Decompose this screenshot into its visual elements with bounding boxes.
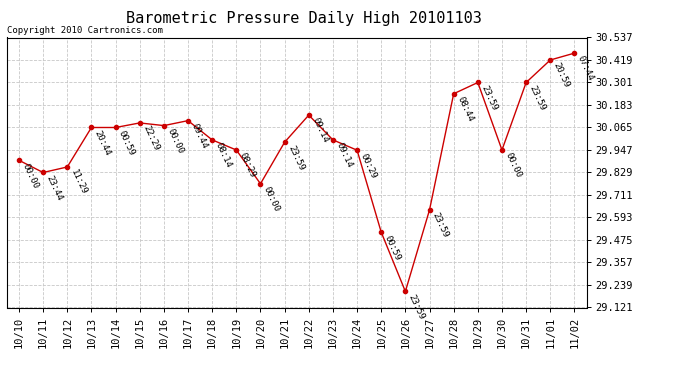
Text: Barometric Pressure Daily High 20101103: Barometric Pressure Daily High 20101103 (126, 11, 482, 26)
Text: 23:59: 23:59 (528, 84, 547, 112)
Text: 23:59: 23:59 (480, 84, 499, 112)
Text: 09:14: 09:14 (310, 117, 330, 145)
Text: 00:00: 00:00 (21, 162, 40, 190)
Text: 00:00: 00:00 (166, 127, 185, 155)
Text: 23:59: 23:59 (407, 293, 426, 321)
Text: 00:59: 00:59 (117, 129, 137, 157)
Text: 22:29: 22:29 (141, 124, 161, 153)
Text: 00:29: 00:29 (359, 152, 378, 180)
Text: 08:14: 08:14 (214, 141, 233, 170)
Text: 20:44: 20:44 (93, 129, 112, 157)
Text: 23:59: 23:59 (431, 211, 451, 239)
Text: 09:44: 09:44 (190, 122, 209, 150)
Text: 08:44: 08:44 (455, 95, 475, 123)
Text: 23:59: 23:59 (286, 144, 306, 172)
Text: 00:00: 00:00 (262, 185, 282, 213)
Text: 09:14: 09:14 (335, 141, 354, 170)
Text: 08:29: 08:29 (238, 152, 257, 180)
Text: 07:44: 07:44 (576, 54, 595, 82)
Text: Copyright 2010 Cartronics.com: Copyright 2010 Cartronics.com (7, 26, 163, 35)
Text: 00:59: 00:59 (383, 234, 402, 262)
Text: 23:44: 23:44 (45, 174, 64, 202)
Text: 20:59: 20:59 (552, 62, 571, 90)
Text: 11:29: 11:29 (69, 168, 88, 196)
Text: 00:00: 00:00 (504, 152, 523, 180)
